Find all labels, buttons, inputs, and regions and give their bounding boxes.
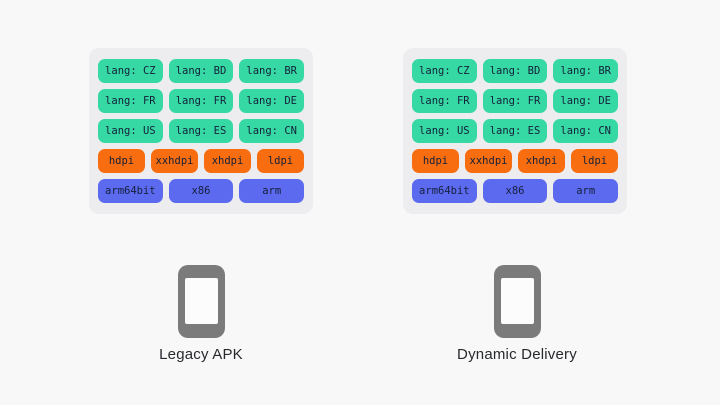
density-chip-row: hdpi xxhdpi xhdpi ldpi bbox=[412, 149, 618, 173]
lang-chip: lang: ES bbox=[168, 119, 234, 143]
density-chip: ldpi bbox=[571, 149, 618, 173]
lang-chip-row: lang: US lang: ES lang: CN bbox=[412, 119, 619, 143]
abi-chip: arm bbox=[553, 179, 619, 203]
phone-screen bbox=[185, 278, 218, 324]
lang-chip: lang: BR bbox=[239, 59, 305, 83]
density-chip: ldpi bbox=[257, 149, 304, 173]
lang-chip-row: lang: FR lang: FR lang: DE bbox=[412, 89, 619, 113]
phone-screen bbox=[501, 278, 534, 324]
lang-chip: lang: US bbox=[412, 119, 477, 143]
lang-chip: lang: BD bbox=[168, 59, 234, 83]
abi-chip-row: arm64bit x86 arm bbox=[98, 179, 305, 203]
lang-chip: lang: DE bbox=[553, 89, 619, 113]
density-chip: hdpi bbox=[412, 149, 459, 173]
lang-chip: lang: DE bbox=[239, 89, 305, 113]
phone-icon bbox=[494, 265, 541, 338]
abi-chip-row: arm64bit x86 arm bbox=[412, 179, 619, 203]
lang-chip: lang: CZ bbox=[412, 59, 477, 83]
dynamic-delivery-label: Dynamic Delivery bbox=[457, 346, 577, 363]
abi-chip: x86 bbox=[168, 179, 234, 203]
lang-chip-row: lang: US lang: ES lang: CN bbox=[98, 119, 305, 143]
abi-chip: arm bbox=[239, 179, 305, 203]
density-chip: xxhdpi bbox=[465, 149, 512, 173]
lang-chip-row: lang: CZ lang: BD lang: BR bbox=[412, 59, 619, 83]
lang-chip: lang: BR bbox=[553, 59, 619, 83]
density-chip: xhdpi bbox=[204, 149, 251, 173]
abi-chip: arm64bit bbox=[412, 179, 477, 203]
dynamic-delivery-config-panel: lang: CZ lang: BD lang: BR lang: FR lang… bbox=[403, 48, 627, 214]
lang-chip: lang: CN bbox=[239, 119, 305, 143]
legacy-apk-config-panel: lang: CZ lang: BD lang: BR lang: FR lang… bbox=[89, 48, 313, 214]
lang-chip: lang: ES bbox=[482, 119, 548, 143]
lang-chip: lang: BD bbox=[482, 59, 548, 83]
lang-chip: lang: CZ bbox=[98, 59, 163, 83]
lang-chip: lang: FR bbox=[412, 89, 477, 113]
phone-icon bbox=[178, 265, 225, 338]
lang-chip-row: lang: FR lang: FR lang: DE bbox=[98, 89, 305, 113]
abi-chip: x86 bbox=[482, 179, 548, 203]
lang-chip: lang: FR bbox=[482, 89, 548, 113]
density-chip: xhdpi bbox=[518, 149, 565, 173]
density-chip-row: hdpi xxhdpi xhdpi ldpi bbox=[98, 149, 304, 173]
lang-chip: lang: CN bbox=[553, 119, 619, 143]
density-chip: hdpi bbox=[98, 149, 145, 173]
legacy-apk-label: Legacy APK bbox=[159, 346, 243, 363]
abi-chip: arm64bit bbox=[98, 179, 163, 203]
lang-chip-row: lang: CZ lang: BD lang: BR bbox=[98, 59, 305, 83]
lang-chip: lang: US bbox=[98, 119, 163, 143]
lang-chip: lang: FR bbox=[168, 89, 234, 113]
lang-chip: lang: FR bbox=[98, 89, 163, 113]
density-chip: xxhdpi bbox=[151, 149, 198, 173]
